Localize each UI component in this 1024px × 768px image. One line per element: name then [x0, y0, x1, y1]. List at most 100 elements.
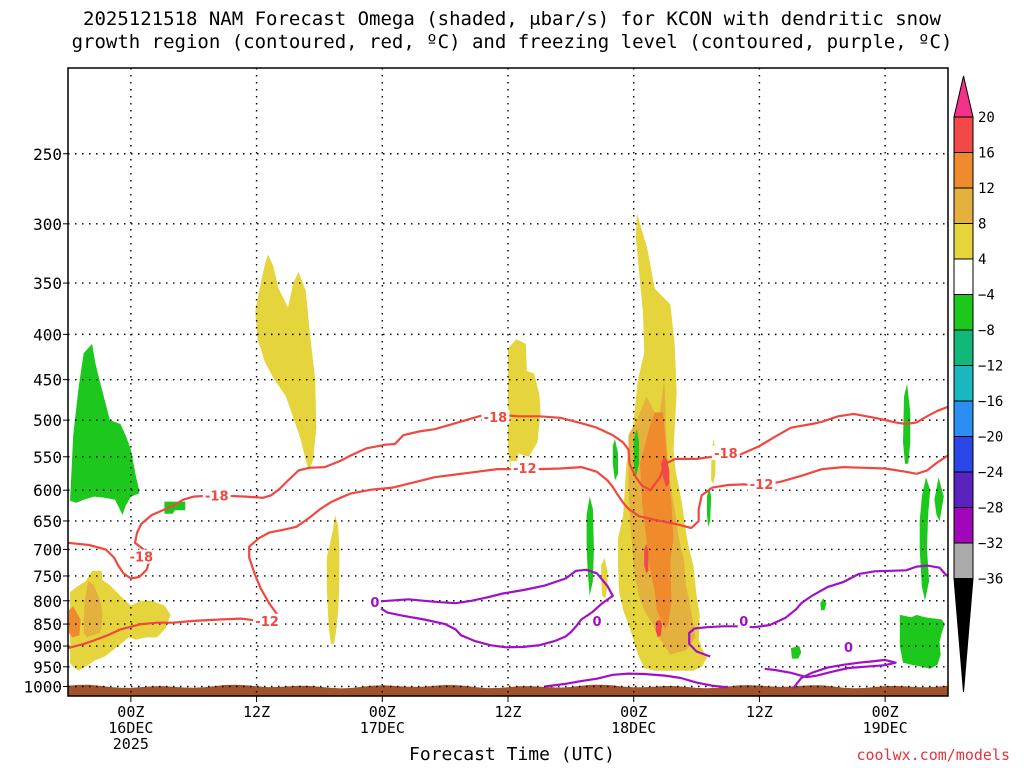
y-tick-label-700: 700: [33, 540, 62, 559]
omega-region-25: [790, 646, 802, 659]
contour-label-9: 0: [739, 615, 748, 630]
omega-region-13: [661, 456, 670, 487]
contour-label-10: 0: [844, 641, 853, 656]
x-tick-label-6-1: 19DEC: [863, 719, 908, 737]
omega-region-18: [612, 438, 618, 481]
colorbar-label-9: −20: [978, 430, 1003, 446]
y-tick-label-900: 900: [33, 637, 62, 656]
contour-label-bg-8: [591, 613, 604, 628]
omega-region-21: [919, 477, 931, 601]
y-tick-label-850: 850: [33, 615, 62, 634]
colorbar-segment-4: [953, 223, 974, 260]
contour-label-bg-4: [253, 613, 282, 628]
contour-label-bg-1: [127, 549, 156, 564]
y-tick-label-1000: 1000: [23, 678, 62, 697]
credit-text: coolwx.com/models: [856, 746, 1010, 764]
freezing-contour-0: [372, 568, 614, 649]
contour-label-bg-9: [737, 613, 750, 628]
colorbar-label-12: −32: [978, 536, 1003, 552]
chart-title-line2: growth region (contoured, red, ºC) and f…: [71, 31, 953, 53]
omega-region-10: [83, 581, 103, 638]
contour-label-5: -12: [513, 462, 537, 477]
x-tick-label-5-0: 12Z: [746, 703, 773, 721]
colorbar-label-2: 12: [978, 181, 995, 197]
contour-label-0: -18: [205, 490, 229, 505]
y-tick-label-750: 750: [33, 567, 62, 586]
colorbar-segment-7: [953, 329, 974, 366]
contour-label-bg-2: [481, 409, 510, 424]
y-tick-label-600: 600: [33, 481, 62, 500]
colorbar-label-1: 16: [978, 146, 995, 162]
contour-label-1: -18: [130, 551, 154, 566]
y-tick-label-950: 950: [33, 658, 62, 677]
omega-shading: [69, 213, 945, 671]
x-tick-label-0-1: 16DEC: [108, 719, 153, 737]
omega-region-22: [934, 477, 944, 521]
colorbar-label-0: 20: [978, 110, 995, 126]
contour-label-3: -18: [714, 447, 738, 462]
omega-region-19: [586, 496, 594, 596]
colorbar-label-10: −24: [978, 465, 1003, 481]
freezing-contour-1: [544, 672, 729, 689]
x-tick-label-0-0: 00Z: [117, 703, 144, 721]
y-tick-label-500: 500: [33, 411, 62, 430]
x-tick-label-2-1: 17DEC: [360, 719, 405, 737]
contour-label-7: 0: [370, 596, 379, 611]
colorbar-label-13: −36: [978, 572, 1003, 588]
contour-label-bg-3: [711, 445, 740, 460]
freezing-contour-2: [688, 564, 948, 658]
y-tick-label-800: 800: [33, 592, 62, 611]
x-tick-label-0-2: 2025: [113, 735, 149, 753]
colorbar-segment-3: [953, 187, 974, 224]
y-tick-label-650: 650: [33, 512, 62, 531]
x-tick-label-3-0: 12Z: [494, 703, 521, 721]
x-tick-label-6-0: 00Z: [872, 703, 899, 721]
contour-label-2: -18: [484, 411, 508, 426]
colorbar-segment-6: [953, 294, 974, 331]
colorbar-segment-9: [953, 400, 974, 437]
colorbar: 20 16 12 8 4 −4 −8 −12 −16 −20 −24 −28 −32 −36: [953, 75, 1003, 693]
contour-labels: -18 -18 -18 -18 -12 -12 -12 0 0 0 0: [127, 409, 855, 656]
omega-region-12: [69, 606, 81, 638]
y-tick-label-550: 550: [33, 448, 62, 467]
ground-fill: [68, 684, 948, 696]
colorbar-segment-5: [953, 258, 974, 295]
contour-label-bg-6: [747, 477, 776, 492]
colorbar-label-5: −4: [978, 288, 995, 304]
contour-label-4: -12: [255, 615, 279, 630]
y-tick-label-450: 450: [33, 371, 62, 390]
colorbar-segment-10: [953, 436, 974, 473]
contour-label-bg-10: [842, 640, 855, 655]
y-tick-label-400: 400: [33, 325, 62, 344]
y-tick-label-300: 300: [33, 215, 62, 234]
chart-title-line1: 2025121518 NAM Forecast Omega (shaded, μ…: [83, 8, 941, 30]
colorbar-top-arrow: [953, 75, 974, 118]
x-axis-label: Forecast Time (UTC): [409, 744, 615, 765]
x-tick-label-4-0: 00Z: [620, 703, 647, 721]
omega-region-16: [633, 429, 639, 478]
colorbar-segment-11: [953, 471, 974, 508]
contour-label-bg-5: [510, 461, 539, 476]
omega-region-7: [601, 557, 608, 599]
x-tick-label-1-0: 12Z: [243, 703, 270, 721]
omega-region-1: [164, 501, 186, 514]
omega-region-14: [644, 543, 649, 574]
colorbar-segment-1: [953, 116, 974, 153]
omega-region-4: [508, 339, 541, 474]
colorbar-label-8: −16: [978, 394, 1003, 410]
x-tick-label-2-0: 00Z: [369, 703, 396, 721]
colorbar-segment-13: [953, 542, 974, 579]
freezing-contour-3: [764, 658, 897, 690]
colorbar-segment-2: [953, 152, 974, 189]
dgz-contour-0: [68, 405, 948, 580]
colorbar-label-4: 4: [978, 252, 986, 268]
colorbar-label-3: 8: [978, 217, 986, 233]
omega-region-24: [820, 598, 827, 611]
x-tick-label-4-1: 18DEC: [611, 719, 656, 737]
omega-region-2: [255, 254, 317, 471]
colorbar-label-11: −28: [978, 501, 1003, 517]
colorbar-bottom-arrow: [953, 578, 974, 693]
colorbar-label-7: −12: [978, 359, 1003, 375]
